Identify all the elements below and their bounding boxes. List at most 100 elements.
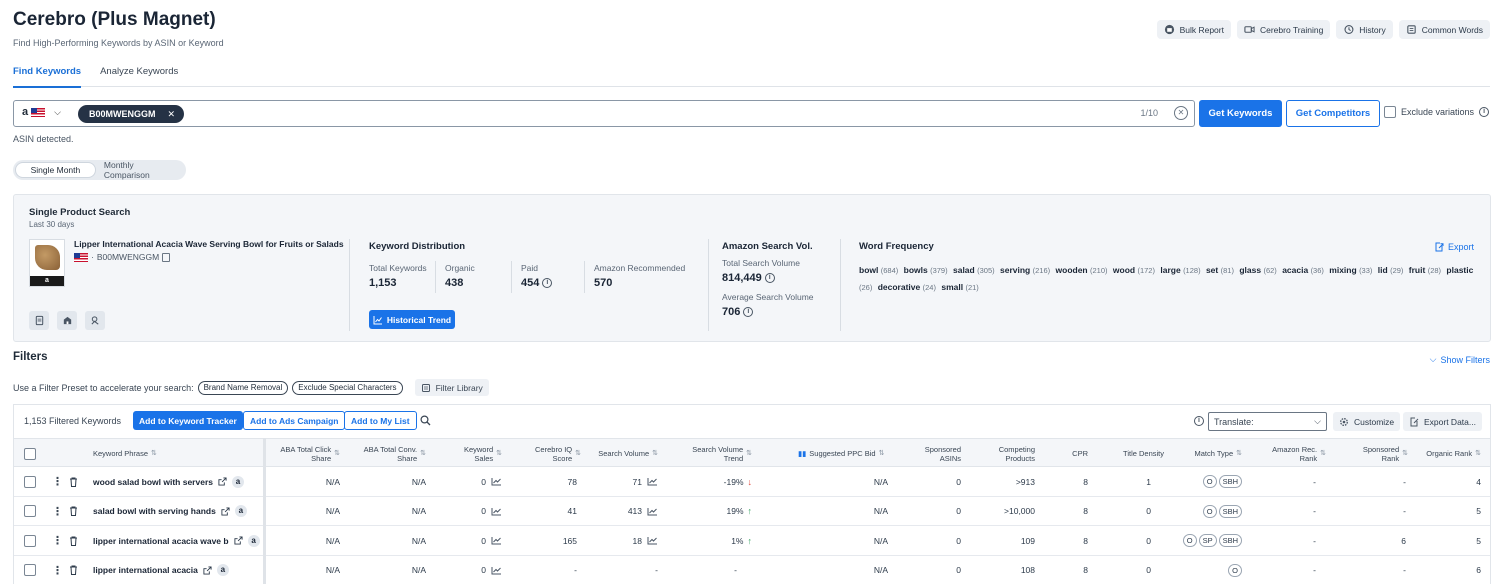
keyword-phrase[interactable]: wood salad bowl with servers a [93,467,244,496]
trash-icon[interactable] [69,497,78,526]
col-cpr[interactable]: CPR [1072,449,1088,458]
bulk-report-button[interactable]: Bulk Report [1156,20,1231,39]
toggle-monthly-comparison[interactable]: Monthly Comparison [103,160,150,180]
product-image[interactable]: a [29,239,65,287]
col-organic-rank[interactable]: Organic Rank ⇅ [1426,449,1481,458]
info-icon[interactable]: i [743,307,754,317]
asin-chip[interactable]: B00MWENGGM ✕ [78,105,185,123]
col-keyword-sales[interactable]: Keyword Sales ⇅ [463,444,502,463]
tab-analyze-keywords[interactable]: Analyze Keywords [100,66,179,77]
toggle-single-month[interactable]: Single Month [15,162,96,178]
more-vert-icon[interactable]: ⋮ [52,476,63,488]
info-icon[interactable]: i [1479,107,1490,117]
export-button[interactable]: Export [1434,242,1474,252]
paid-label: Paid [521,263,539,273]
search-icon[interactable] [420,415,431,426]
external-link-icon [221,506,230,516]
amazon-icon: a [231,475,244,488]
remove-chip-icon[interactable]: ✕ [167,108,176,119]
col-suggested-ppc-bid[interactable]: ▮▮ Suggested PPC Bid ⇅ [798,449,885,458]
row-checkbox[interactable] [24,556,36,584]
word-item[interactable]: serving (216) [1000,265,1051,275]
clear-icon[interactable]: ✕ [1174,106,1188,120]
select-all-checkbox[interactable] [24,439,36,468]
document-icon[interactable] [29,311,49,330]
more-vert-icon[interactable]: ⋮ [52,535,63,547]
history-button[interactable]: History [1336,20,1393,39]
word-item[interactable]: mixing (33) [1329,265,1373,275]
word-item[interactable]: wood (172) [1112,265,1155,275]
word-item[interactable]: decorative (24) [877,282,936,292]
row-checkbox[interactable] [24,526,36,555]
word-item[interactable]: acacia (36) [1282,265,1324,275]
row-checkbox[interactable] [24,497,36,526]
table-header: Keyword Phrase ⇅ ABA Total Click Share ⇅ A… [14,438,1490,467]
asin-search-box[interactable]: a ⌵ B00MWENGGM ✕ 1/10 ✕ [13,100,1195,127]
word-item[interactable]: bowls (379) [903,265,948,275]
translate-select[interactable]: Translate: ⌵ [1208,412,1327,431]
word-item[interactable]: set (81) [1205,265,1234,275]
preset-exclude-special-characters[interactable]: Exclude Special Characters [292,380,403,395]
col-cerebro-iq[interactable]: Cerebro IQ Score ⇅ [535,444,581,463]
row-checkbox[interactable] [24,467,36,496]
store-icon[interactable] [57,311,77,330]
common-words-button[interactable]: Common Words [1398,20,1490,39]
copy-icon[interactable] [162,252,171,262]
info-icon[interactable]: i [542,278,553,288]
get-competitors-button[interactable]: Get Competitors [1286,100,1380,127]
keyword-phrase[interactable]: lipper international acacia a [93,556,229,584]
marketplace-select[interactable]: a ⌵ [22,106,61,118]
filters-title: Filters [13,351,48,363]
col-aba-conv-share[interactable]: ABA Total Conv. Share ⇅ [363,444,426,463]
export-data-button[interactable]: Export Data... [1403,412,1482,431]
word-item[interactable]: salad (305) [952,265,995,275]
word-item[interactable]: bowl (684) [859,265,899,275]
col-search-volume-trend[interactable]: Search Volume Trend ⇅ [692,444,752,463]
col-title-density[interactable]: Title Density [1123,449,1164,458]
word-item[interactable]: glass (62) [1239,265,1277,275]
trash-icon[interactable] [69,467,78,496]
customize-button[interactable]: Customize [1333,412,1401,431]
info-icon[interactable]: i [764,273,775,283]
exclude-variations-checkbox[interactable] [1384,106,1396,118]
fulfillment-icon[interactable] [85,311,105,330]
filter-library-button[interactable]: Filter Library [414,379,489,396]
word-item[interactable]: large (128) [1160,265,1201,275]
trash-icon[interactable] [69,556,78,584]
cerebro-training-button[interactable]: Cerebro Training [1236,20,1331,39]
col-sponsored-asins[interactable]: Sponsored ASINs [924,444,961,463]
external-link-icon [234,536,243,545]
get-keywords-button[interactable]: Get Keywords [1199,100,1282,127]
col-search-volume[interactable]: Search Volume ⇅ [598,449,658,458]
col-amazon-rec-rank[interactable]: Amazon Rec. Rank ⇅ [1272,444,1326,463]
tab-find-keywords[interactable]: Find Keywords [13,62,82,88]
word-item[interactable]: lid (29) [1377,265,1404,275]
more-vert-icon[interactable]: ⋮ [52,505,63,518]
preset-brand-name-removal[interactable]: Brand Name Removal [197,380,289,395]
trash-icon[interactable] [69,526,78,555]
show-filters-button[interactable]: ⌵ Show Filters [1430,354,1490,365]
keyword-phrase[interactable]: salad bowl with serving hands a [93,497,247,526]
bar-chart-icon: ▮▮ [798,449,807,458]
competing-products: >10,000 [1004,506,1035,516]
word-item[interactable]: fruit (28) [1408,265,1442,275]
word-item[interactable]: wooden (210) [1055,265,1108,275]
col-aba-click-share[interactable]: ABA Total Click Share ⇅ [280,444,340,463]
info-icon[interactable]: i [1194,416,1204,426]
sort-icon: ⇅ [878,450,885,457]
add-to-ads-campaign-button[interactable]: Add to Ads Campaign [243,411,346,430]
col-keyword-phrase[interactable]: Keyword Phrase ⇅ [93,449,157,458]
more-vert-icon[interactable]: ⋮ [52,564,63,577]
amazon-rec-rank: - [1313,506,1316,516]
word-item[interactable]: plastic (26) [859,265,1474,292]
add-to-keyword-tracker-button[interactable]: Add to Keyword Tracker [133,411,243,430]
col-competing-products[interactable]: Competing Products [998,444,1035,463]
col-match-type[interactable]: Match Type ⇅ [1194,449,1242,458]
col-sponsored-rank[interactable]: Sponsored Rank ⇅ [1362,444,1408,463]
word-item[interactable]: small (21) [941,282,979,292]
product-name[interactable]: Lipper International Acacia Wave Serving… [74,239,344,249]
sort-icon: ⇅ [746,450,752,457]
historical-trend-button[interactable]: Historical Trend [369,310,455,329]
add-to-my-list-button[interactable]: Add to My List [344,411,417,430]
